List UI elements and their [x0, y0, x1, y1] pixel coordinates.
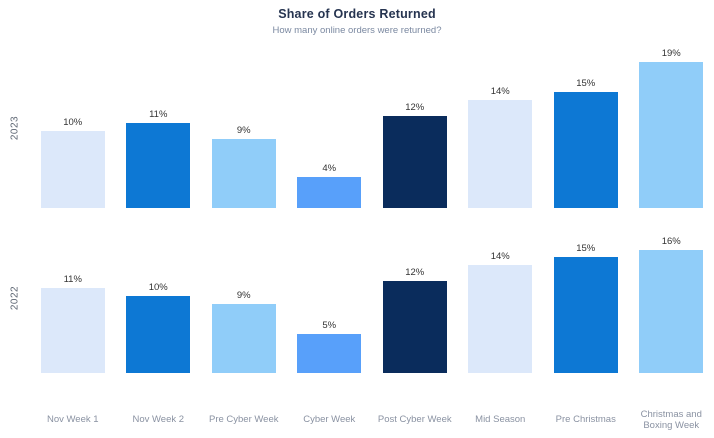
bar-column-pre-cyber-week: 9% — [201, 48, 287, 208]
bar-value-label: 14% — [490, 251, 510, 262]
bar-column-pre-christmas: 15% — [543, 223, 629, 373]
bar-column-nov-week-1: 10% — [30, 48, 116, 208]
bar-row-2023: 2023 10% 11% 9% 4% 12% 14% 15% 19% — [0, 48, 714, 208]
category-label-mid-season: Mid Season — [475, 414, 526, 426]
bar-2023-cyber-week[interactable] — [297, 177, 362, 208]
bar-column-nov-week-1: 11% — [30, 223, 116, 373]
row-label-gutter: 2023 — [0, 48, 30, 208]
chart-header: Share of Orders Returned How many online… — [0, 7, 714, 36]
category-label-nov-week-1: Nov Week 1 — [46, 414, 99, 426]
category-label-nov-week-2: Nov Week 2 — [132, 414, 185, 426]
bar-2022-pre-christmas[interactable] — [553, 257, 618, 373]
bar-2023-pre-christmas[interactable] — [553, 92, 618, 208]
bar-value-label: 12% — [405, 102, 425, 113]
bar-2022-post-cyber-week[interactable] — [382, 281, 447, 373]
bar-row-2022: 2022 11% 10% 9% 5% 12% 14% 15% 16% — [0, 223, 714, 373]
bar-value-label: 12% — [405, 267, 425, 278]
bar-2022-cyber-week[interactable] — [297, 334, 362, 373]
bar-value-label: 9% — [236, 125, 251, 136]
bar-2023-christmas-and-boxing-week[interactable] — [639, 62, 704, 208]
chart-title: Share of Orders Returned — [278, 7, 436, 21]
bar-column-post-cyber-week: 12% — [372, 223, 458, 373]
bar-2023-post-cyber-week[interactable] — [382, 116, 447, 208]
bar-2022-christmas-and-boxing-week[interactable] — [639, 250, 704, 373]
bar-value-label: 11% — [149, 109, 168, 120]
bar-2023-mid-season[interactable] — [468, 100, 533, 208]
category-label-cyber-week: Cyber Week — [303, 414, 356, 426]
row-label-gutter: 2022 — [0, 223, 30, 373]
bar-column-christmas-and-boxing-week: 19% — [629, 48, 714, 208]
axis-gutter — [0, 404, 30, 436]
bar-column-nov-week-2: 10% — [116, 223, 202, 373]
chart-subtitle: How many online orders were returned? — [272, 25, 442, 36]
bar-value-label: 16% — [661, 236, 681, 247]
bar-column-pre-cyber-week: 9% — [201, 223, 287, 373]
bar-column-pre-christmas: 15% — [543, 48, 629, 208]
bar-value-label: 19% — [661, 48, 681, 59]
category-label-post-cyber-week: Post Cyber Week — [377, 414, 452, 426]
row-label-2023: 2023 — [9, 115, 21, 141]
bar-column-cyber-week: 5% — [287, 223, 373, 373]
bar-2022-nov-week-1[interactable] — [40, 288, 105, 373]
bar-2023-nov-week-1[interactable] — [40, 131, 105, 208]
bar-2022-nov-week-2[interactable] — [126, 296, 191, 373]
bar-2023-nov-week-2[interactable] — [126, 123, 191, 208]
bar-column-mid-season: 14% — [458, 223, 544, 373]
bar-2022-mid-season[interactable] — [468, 265, 533, 373]
bar-column-post-cyber-week: 12% — [372, 48, 458, 208]
category-axis: Nov Week 1 Nov Week 2 Pre Cyber Week Cyber … — [0, 404, 714, 436]
bar-2023-pre-cyber-week[interactable] — [211, 139, 276, 208]
row-label-2022: 2022 — [9, 285, 21, 311]
bar-value-label: 10% — [148, 282, 168, 293]
bar-value-label: 9% — [236, 290, 251, 301]
bar-value-label: 5% — [322, 320, 337, 331]
bar-column-christmas-and-boxing-week: 16% — [629, 223, 714, 373]
bar-value-label: 15% — [576, 243, 596, 254]
bar-value-label: 14% — [490, 86, 510, 97]
bar-value-label: 15% — [576, 78, 596, 89]
bar-value-label: 4% — [322, 163, 337, 174]
bar-column-nov-week-2: 11% — [116, 48, 202, 208]
bar-2022-pre-cyber-week[interactable] — [211, 304, 276, 373]
bar-value-label: 10% — [63, 117, 83, 128]
bar-column-mid-season: 14% — [458, 48, 544, 208]
category-label-christmas-and-boxing-week: Christmas and Boxing Week — [640, 408, 702, 432]
bar-value-label: 11% — [63, 274, 82, 285]
category-label-pre-christmas: Pre Christmas — [555, 414, 616, 426]
category-label-pre-cyber-week: Pre Cyber Week — [208, 414, 279, 426]
bar-column-cyber-week: 4% — [287, 48, 373, 208]
